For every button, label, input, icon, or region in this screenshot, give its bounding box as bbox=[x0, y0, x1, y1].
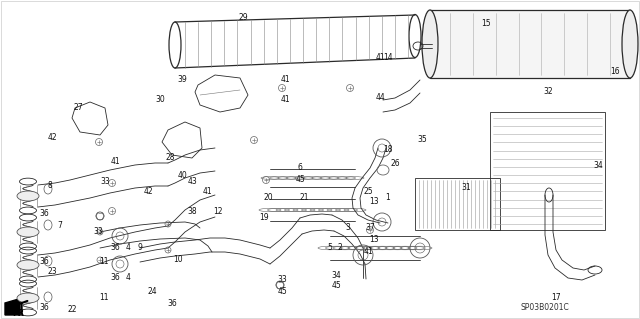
Ellipse shape bbox=[17, 293, 39, 303]
Text: 7: 7 bbox=[58, 220, 63, 229]
Text: 26: 26 bbox=[390, 160, 400, 168]
Text: 24: 24 bbox=[147, 287, 157, 296]
Bar bbox=[490, 112, 605, 230]
Text: 42: 42 bbox=[143, 188, 153, 197]
Text: 10: 10 bbox=[173, 256, 183, 264]
Text: 36: 36 bbox=[39, 257, 49, 266]
Text: 11: 11 bbox=[99, 293, 109, 302]
Text: 38: 38 bbox=[187, 207, 197, 217]
Bar bbox=[430, 10, 630, 78]
Text: 9: 9 bbox=[138, 243, 143, 253]
Ellipse shape bbox=[622, 10, 638, 78]
Text: 45: 45 bbox=[331, 280, 341, 290]
Bar bbox=[415, 178, 500, 230]
Text: 4: 4 bbox=[125, 243, 131, 253]
Text: 32: 32 bbox=[543, 87, 553, 97]
Text: 6: 6 bbox=[298, 164, 303, 173]
Ellipse shape bbox=[17, 191, 39, 201]
Text: 33: 33 bbox=[277, 276, 287, 285]
Text: 15: 15 bbox=[481, 19, 491, 28]
Text: 13: 13 bbox=[369, 197, 379, 206]
Text: 36: 36 bbox=[110, 243, 120, 253]
Text: 5: 5 bbox=[328, 243, 332, 253]
Ellipse shape bbox=[17, 260, 39, 270]
Text: 37: 37 bbox=[365, 224, 375, 233]
Text: 16: 16 bbox=[610, 68, 620, 77]
Text: 41: 41 bbox=[280, 95, 290, 105]
Text: 44: 44 bbox=[375, 93, 385, 102]
Text: 41: 41 bbox=[375, 54, 385, 63]
Text: 2: 2 bbox=[338, 243, 342, 253]
Text: 41: 41 bbox=[363, 248, 373, 256]
Text: 13: 13 bbox=[369, 235, 379, 244]
Text: 8: 8 bbox=[47, 182, 52, 190]
Text: 25: 25 bbox=[363, 188, 373, 197]
Text: 36: 36 bbox=[39, 303, 49, 313]
Text: 27: 27 bbox=[73, 103, 83, 113]
Ellipse shape bbox=[17, 227, 39, 237]
Text: 31: 31 bbox=[461, 183, 471, 192]
Text: 14: 14 bbox=[383, 54, 393, 63]
Text: 12: 12 bbox=[213, 207, 223, 217]
Text: 41: 41 bbox=[110, 158, 120, 167]
Text: 4: 4 bbox=[125, 273, 131, 283]
Ellipse shape bbox=[422, 10, 438, 78]
Text: 28: 28 bbox=[165, 153, 175, 162]
Text: 36: 36 bbox=[110, 273, 120, 283]
Text: 30: 30 bbox=[155, 95, 165, 105]
Text: 33: 33 bbox=[100, 177, 110, 187]
Text: 20: 20 bbox=[263, 194, 273, 203]
Text: 11: 11 bbox=[99, 257, 109, 266]
Polygon shape bbox=[5, 298, 22, 315]
Text: 45: 45 bbox=[277, 287, 287, 296]
Text: 33: 33 bbox=[93, 227, 103, 236]
Text: 39: 39 bbox=[177, 76, 187, 85]
Text: 19: 19 bbox=[259, 213, 269, 222]
Text: 36: 36 bbox=[167, 300, 177, 308]
Text: 23: 23 bbox=[47, 268, 57, 277]
Text: FR: FR bbox=[12, 308, 24, 317]
Text: 36: 36 bbox=[39, 210, 49, 219]
Text: 3: 3 bbox=[346, 224, 351, 233]
Text: 34: 34 bbox=[331, 271, 341, 279]
Text: 40: 40 bbox=[178, 170, 188, 180]
Text: 41: 41 bbox=[202, 188, 212, 197]
Text: 17: 17 bbox=[551, 293, 561, 302]
Text: 41: 41 bbox=[280, 76, 290, 85]
Text: 35: 35 bbox=[417, 136, 427, 145]
Text: 29: 29 bbox=[238, 13, 248, 23]
Text: 22: 22 bbox=[67, 306, 77, 315]
Text: SP03B0201C: SP03B0201C bbox=[520, 303, 570, 313]
Text: 18: 18 bbox=[383, 145, 393, 154]
Text: 45: 45 bbox=[295, 175, 305, 184]
Text: 43: 43 bbox=[188, 177, 198, 187]
Text: 1: 1 bbox=[386, 194, 390, 203]
Text: 42: 42 bbox=[47, 133, 57, 143]
Text: 34: 34 bbox=[593, 161, 603, 170]
Text: 21: 21 bbox=[300, 192, 308, 202]
